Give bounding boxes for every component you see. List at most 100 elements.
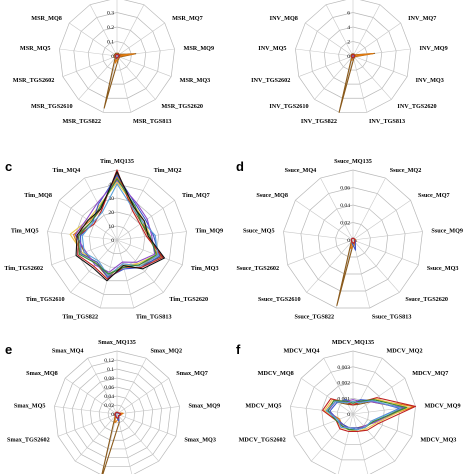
tick-label: 0 xyxy=(347,54,350,60)
grid-ring xyxy=(290,350,416,474)
spoke-label: Tim_MQ8 xyxy=(24,192,52,199)
spoke-axis xyxy=(69,22,118,57)
spoke-label: INV_TGS2602 xyxy=(251,77,290,84)
spoke-axis xyxy=(116,239,183,266)
series-line xyxy=(323,398,409,433)
tick-label: 0.06 xyxy=(104,385,114,391)
spoke-axis xyxy=(293,413,354,437)
grid-ring xyxy=(59,0,175,113)
series-line xyxy=(325,400,402,431)
spoke-label: MDCV_MQ3 xyxy=(420,437,456,444)
spoke-label: MSR_TGS2602 xyxy=(13,77,55,84)
spoke-axis xyxy=(337,413,354,474)
spoke-label: Ssuce_TGS2620 xyxy=(405,296,448,303)
spoke-axis xyxy=(352,413,369,474)
spoke-label: Tim_TGS2620 xyxy=(169,296,208,303)
spoke-label: Tim_MQ9 xyxy=(195,227,223,234)
spoke-axis xyxy=(62,55,118,77)
tick-label: 2 xyxy=(347,40,350,46)
spoke-axis xyxy=(116,55,156,100)
spoke-axis xyxy=(305,22,354,57)
spoke-label: INV_MQ7 xyxy=(408,15,436,22)
spoke-label: Tim_MQ5 xyxy=(11,227,39,234)
spoke-label: Tim_TGS813 xyxy=(136,314,172,321)
tick-label: 0.04 xyxy=(104,394,114,400)
spoke-label: Ssuce_MQ8 xyxy=(256,192,288,199)
spoke-axis xyxy=(116,406,180,415)
spoke-label: MSR_TGS822 xyxy=(62,118,101,125)
spoke-label: INV_MQ9 xyxy=(420,45,448,52)
panel-letter: d xyxy=(236,159,244,174)
grid-ring xyxy=(89,386,145,441)
tick-label: 0.12 xyxy=(104,358,114,364)
series-line xyxy=(322,397,417,433)
spoke-label: Smax_MQ8 xyxy=(26,370,58,377)
spoke-axis xyxy=(352,358,383,415)
spoke-axis xyxy=(295,48,354,57)
spoke-label: Tim_MQ135 xyxy=(100,158,134,165)
tick-label: 0.06 xyxy=(340,186,350,192)
spoke-label: Smax_MQ9 xyxy=(188,402,220,409)
tick-label: 0.2 xyxy=(107,25,114,31)
spoke-axis xyxy=(352,22,401,57)
spoke-axis xyxy=(116,55,172,77)
grid-ring xyxy=(80,377,154,450)
spoke-axis xyxy=(352,239,400,293)
panel-letter: f xyxy=(236,342,241,357)
tick-label: 0.001 xyxy=(337,396,350,402)
spoke-axis xyxy=(352,55,368,113)
grid-ring xyxy=(335,222,371,258)
tick-label: 30 xyxy=(108,196,114,202)
grid-ring xyxy=(317,204,389,275)
spoke-axis xyxy=(89,4,118,57)
grid-ring xyxy=(47,169,187,309)
tick-label: 0 xyxy=(111,238,114,244)
spoke-axis xyxy=(116,239,135,309)
spoke-axis xyxy=(352,55,392,100)
spoke-axis xyxy=(74,413,118,462)
spoke-axis xyxy=(352,377,406,415)
spoke-label: MDCV_MQ4 xyxy=(283,347,319,354)
radar-panel-e: e 0 0.02 0.04 0.06 0.08 0.1 0.12 Smax_MQ135 Smax_… xyxy=(5,339,220,474)
spoke-axis xyxy=(325,4,354,57)
radar-panel-d: d 0 0.02 0.04 0.06 Ssuce_MQ135 Ssuce_MQ2 Ssuce_… xyxy=(236,158,463,321)
spoke-label: Tim_TGS2602 xyxy=(4,265,43,272)
spoke-axis xyxy=(59,48,118,57)
spoke-axis xyxy=(116,55,132,113)
spoke-label: Tim_TGS2610 xyxy=(26,296,65,303)
spoke-label: INV_TGS2620 xyxy=(397,103,436,110)
spoke-axis xyxy=(290,406,354,415)
series-line xyxy=(351,53,356,59)
series-line xyxy=(114,53,121,59)
spoke-label: Ssuce_MQ9 xyxy=(431,227,463,234)
spoke-axis xyxy=(57,413,118,437)
tick-label: 0 xyxy=(111,54,114,60)
radar-panel-a: 0 0.1 0.2 0.3 MSR_MQ7 MSR_MQ9 MSR_MQ3 MSR_TGS26… xyxy=(13,0,214,125)
tick-label: 0.3 xyxy=(107,11,114,17)
spoke-label: MDCV_MQ8 xyxy=(258,370,294,377)
spoke-axis xyxy=(352,239,371,309)
spoke-axis xyxy=(352,413,396,462)
spoke-label: Ssuce_TGS813 xyxy=(372,314,412,321)
grid-ring xyxy=(300,187,406,292)
tick-label: 0 xyxy=(347,412,350,418)
spoke-label: INV_TGS822 xyxy=(301,118,337,125)
spoke-axis xyxy=(320,177,354,241)
spoke-axis xyxy=(300,377,354,415)
spoke-axis xyxy=(352,239,419,266)
grid-ring xyxy=(61,183,173,295)
spoke-axis xyxy=(116,413,177,437)
spoke-axis xyxy=(87,358,118,415)
spoke-axis xyxy=(64,377,118,415)
series-line xyxy=(75,171,165,282)
tick-label: 0 xyxy=(347,238,350,244)
spoke-label: Tim_TGS822 xyxy=(62,314,98,321)
grid-ring xyxy=(323,26,383,85)
tick-label: 20 xyxy=(108,210,114,216)
tick-label: 0.08 xyxy=(104,376,114,382)
spoke-axis xyxy=(306,239,354,293)
spoke-label: MSR_MQ5 xyxy=(20,45,51,52)
spoke-axis xyxy=(116,413,160,462)
spoke-label: Smax_MQ7 xyxy=(176,370,208,377)
spoke-axis xyxy=(116,4,145,57)
